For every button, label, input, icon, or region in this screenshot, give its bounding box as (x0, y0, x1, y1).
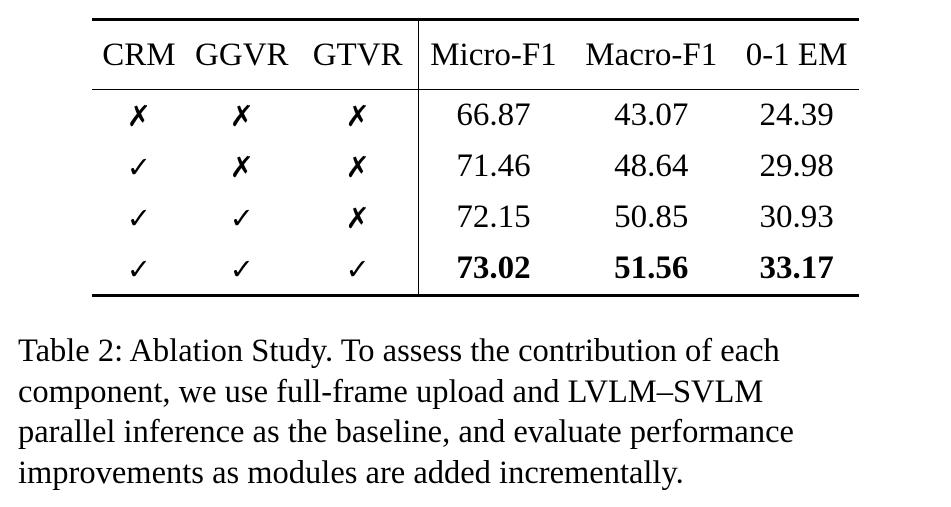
cell-crm: ✓ (126, 251, 152, 286)
cell-gtvr: ✗ (297, 192, 419, 243)
cell-macro-f1: 48.64 (614, 148, 689, 184)
header-em: 0-1 EM (745, 36, 848, 73)
caption-line: improvements as modules are added increm… (18, 454, 684, 491)
caption-line: Table 2: Ablation Study. To assess the c… (18, 333, 780, 369)
header-row: CRM GGVR GTVR Micro-F1 Macro-F1 0-1 EM (92, 19, 859, 90)
cell-em: 24.39 (759, 97, 834, 133)
cell-gtvr: ✗ (297, 89, 419, 141)
caption-line: parallel inference as the baseline, and … (18, 414, 794, 450)
table-caption: Table 2: Ablation Study. To assess the c… (18, 331, 945, 493)
cell-macro-f1: 43.07 (614, 97, 689, 133)
cell-crm: ✓ (126, 200, 152, 235)
header-gtvr: GTVR (297, 19, 419, 90)
table-row: ✓ ✓ ✗ 72.15 50.85 30.93 (92, 192, 859, 243)
cell-macro-f1: 50.85 (614, 199, 689, 235)
table-header: CRM GGVR GTVR Micro-F1 Macro-F1 0-1 EM (92, 19, 859, 90)
cell-macro-f1: 51.56 (614, 250, 689, 286)
cell-micro-f1: 71.46 (456, 148, 531, 184)
cell-micro-f1: 72.15 (456, 199, 531, 235)
table-row-best: ✓ ✓ ✓ 73.02 51.56 33.17 (92, 243, 859, 296)
caption-line: component, we use full-frame upload and … (18, 373, 764, 410)
header-macro-f1: Macro-F1 (585, 36, 718, 73)
table-body: ✗ ✗ ✗ 66.87 43.07 24.39 ✓ ✗ ✗ 71.46 48.6… (92, 89, 859, 296)
cell-crm: ✗ (126, 98, 152, 133)
table-row: ✓ ✗ ✗ 71.46 48.64 29.98 (92, 141, 859, 192)
cell-em: 29.98 (759, 148, 834, 184)
cell-crm: ✓ (126, 149, 152, 184)
header-crm: CRM (102, 36, 176, 73)
cell-em: 33.17 (759, 250, 834, 286)
cell-ggvr: ✓ (229, 251, 254, 286)
cell-gtvr: ✗ (297, 141, 419, 192)
table-row: ✗ ✗ ✗ 66.87 43.07 24.39 (92, 89, 859, 141)
cell-ggvr: ✗ (229, 98, 254, 133)
ablation-table-container: CRM GGVR GTVR Micro-F1 Macro-F1 0-1 EM ✗… (92, 18, 859, 297)
header-ggvr: GGVR (195, 36, 289, 73)
cell-em: 30.93 (759, 199, 834, 235)
ablation-table: CRM GGVR GTVR Micro-F1 Macro-F1 0-1 EM ✗… (92, 18, 859, 297)
cell-gtvr: ✓ (297, 243, 419, 296)
header-micro-f1: Micro-F1 (430, 36, 557, 73)
cell-ggvr: ✓ (229, 200, 254, 235)
cell-ggvr: ✗ (229, 149, 254, 184)
cell-micro-f1: 66.87 (456, 97, 531, 133)
cell-micro-f1: 73.02 (456, 250, 531, 286)
